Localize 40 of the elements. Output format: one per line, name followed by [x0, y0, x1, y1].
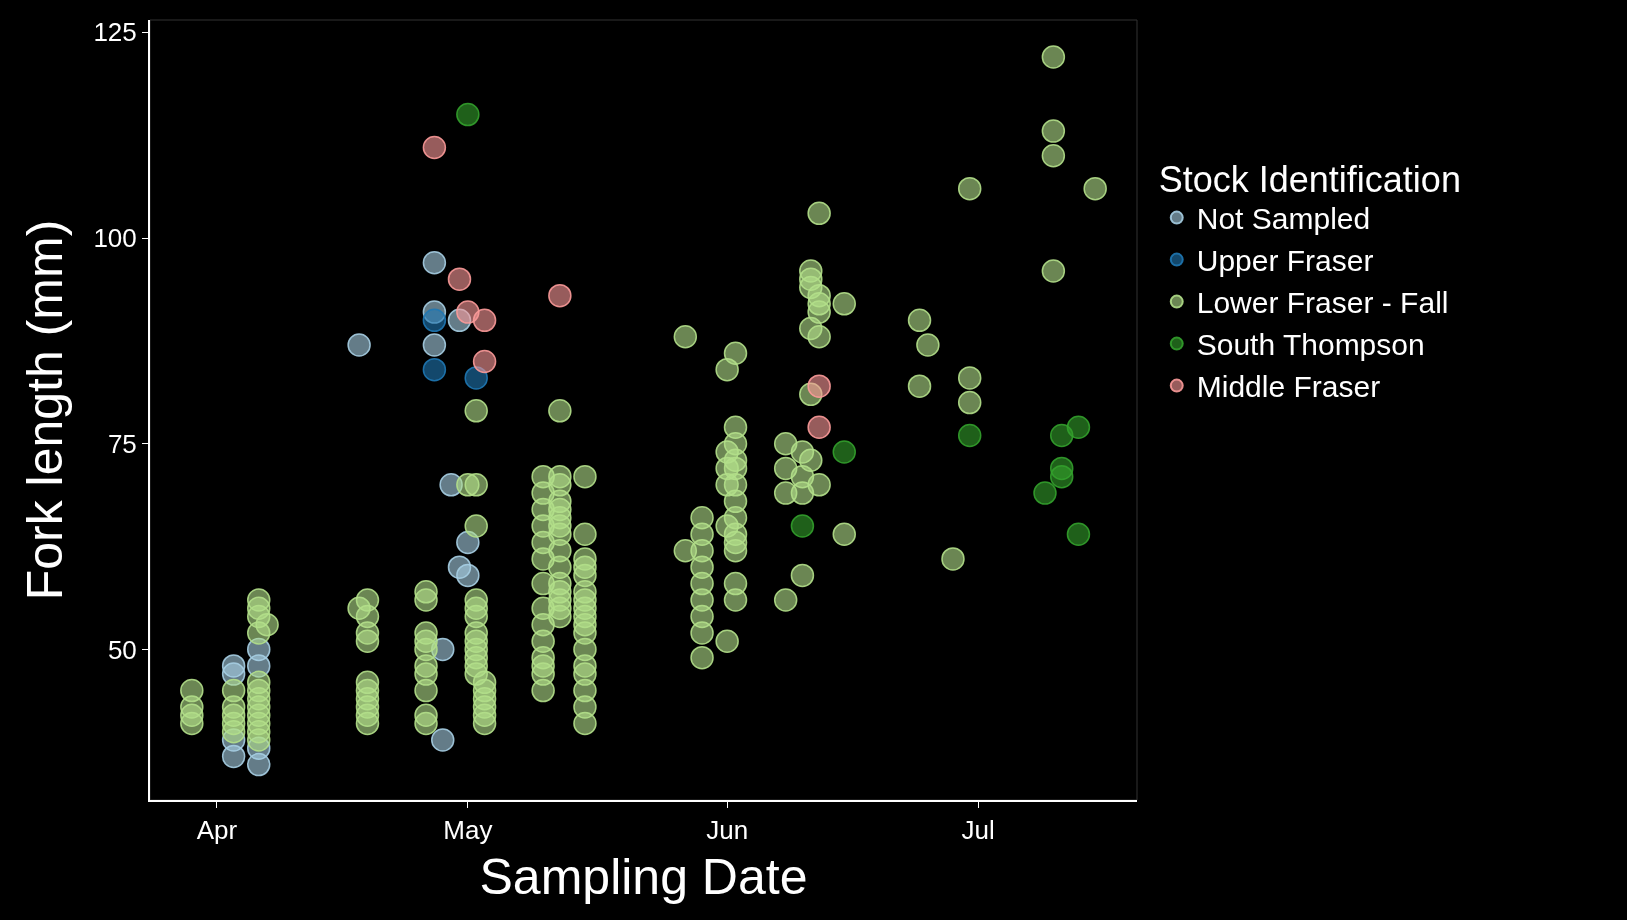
point — [1049, 456, 1074, 481]
y-axis-title: Fork length (mm) — [16, 219, 73, 601]
point — [422, 308, 447, 333]
y-tick-label: 125 — [93, 17, 137, 48]
point — [1066, 415, 1091, 440]
point — [456, 300, 480, 324]
point — [807, 415, 831, 440]
point — [422, 357, 447, 382]
point — [472, 349, 497, 374]
point — [790, 514, 815, 538]
point — [447, 267, 472, 291]
point — [472, 308, 497, 333]
x-tick-label: Jul — [961, 815, 995, 846]
legend-label: Middle Fraser — [1196, 370, 1381, 404]
point — [1033, 481, 1057, 505]
y-tick-label: 100 — [93, 223, 137, 254]
point — [456, 102, 480, 127]
x-tick-label: Jun — [706, 815, 749, 846]
point — [221, 654, 246, 678]
point — [1066, 522, 1091, 546]
point — [347, 333, 371, 357]
point — [456, 563, 480, 588]
legend-title: Stock Identification — [1158, 158, 1461, 200]
x-axis-title: Sampling Date — [479, 849, 808, 906]
point — [422, 135, 447, 160]
point — [431, 728, 455, 752]
x-tick-label: May — [443, 815, 493, 846]
point — [807, 374, 831, 398]
point — [832, 440, 856, 464]
legend-label: Lower Fraser - Fall — [1196, 286, 1449, 320]
point — [548, 283, 572, 308]
point — [422, 250, 447, 275]
y-tick-label: 50 — [107, 634, 137, 665]
y-tick-label: 75 — [107, 428, 137, 459]
point — [422, 333, 447, 357]
legend-label: Upper Fraser — [1196, 244, 1374, 278]
legend-label: Not Sampled — [1196, 202, 1371, 236]
legend-label: South Thompson — [1196, 328, 1425, 362]
x-tick-label: Apr — [196, 815, 238, 846]
point — [957, 423, 982, 448]
